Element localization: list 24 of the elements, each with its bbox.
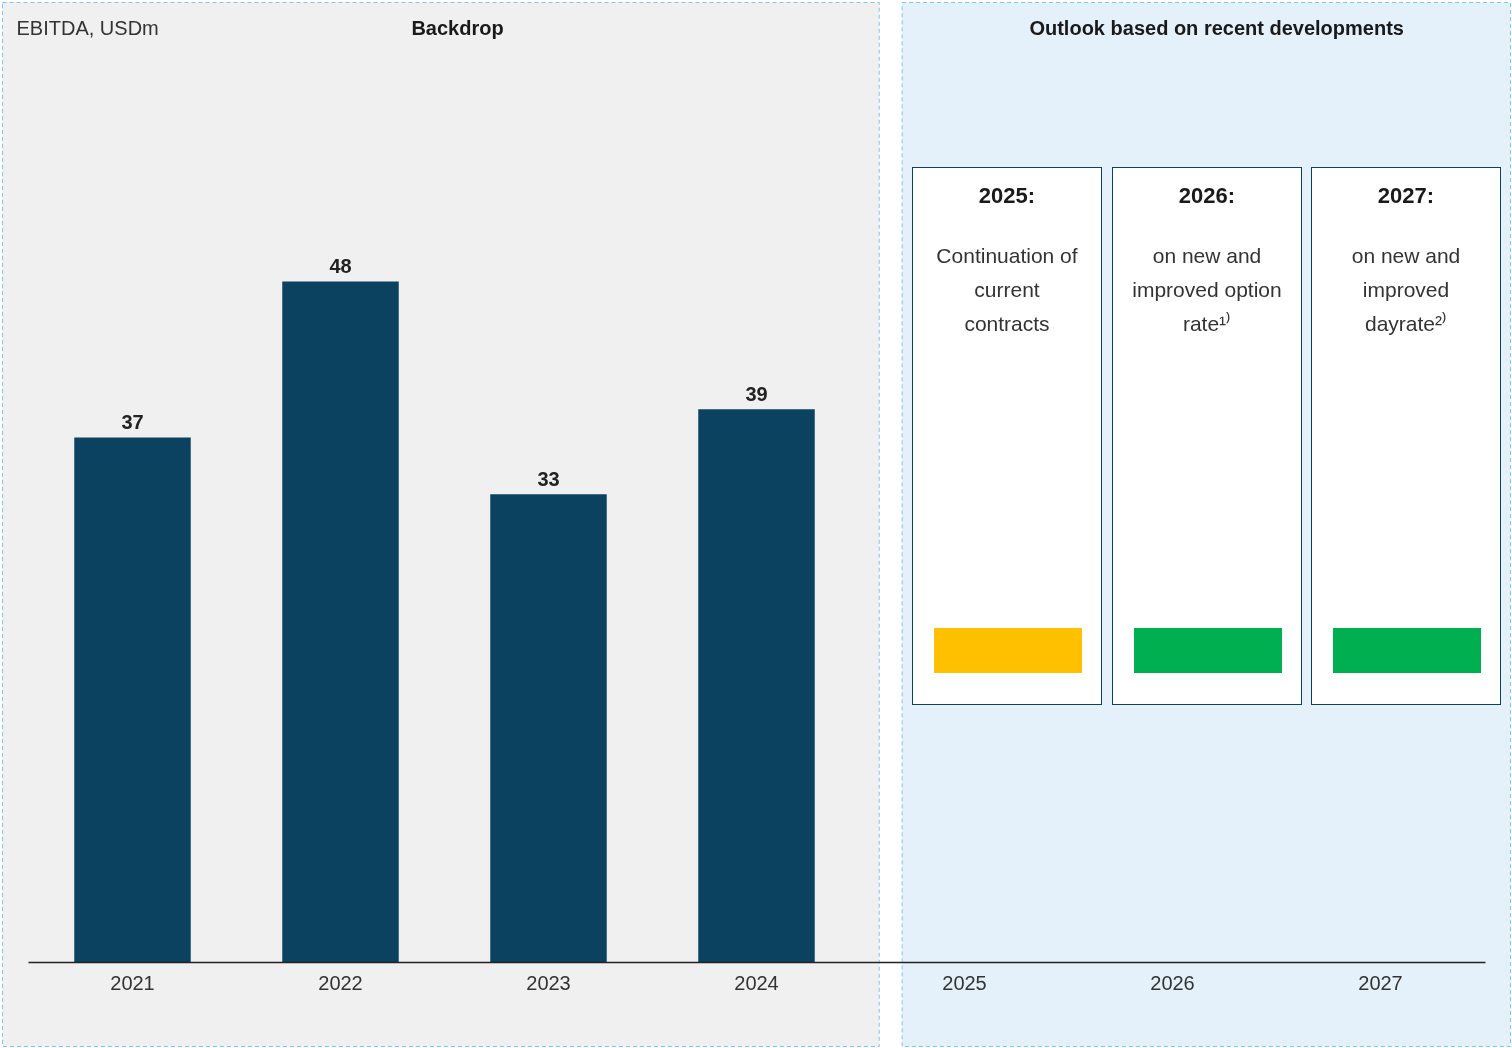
picture-card: 2025: Continuation of current contracts (912, 167, 1102, 705)
bar (698, 409, 815, 963)
x-tick-label: 2024 (734, 971, 779, 994)
data-label: 37 (121, 411, 144, 434)
picture-card: 2027: on new and improved dayrate²⁾ (1311, 167, 1501, 705)
x-tick-label: 2021 (110, 971, 155, 994)
annotation: on new and improved dayrate²⁾ (1350, 243, 1462, 338)
band-label: Outlook based on recent developments (1029, 16, 1404, 39)
bar (282, 281, 399, 963)
band-label: Backdrop (411, 16, 504, 39)
data-label: 39 (745, 382, 768, 405)
x-tick-label: 2023 (526, 971, 571, 994)
bar (74, 437, 191, 963)
picture-card: 2026: on new and improved option rate¹⁾ (1112, 167, 1302, 705)
x-tick-label: 2026 (1150, 971, 1195, 994)
x-tick-label: 2025 (942, 971, 987, 994)
x-tick-label: 2027 (1358, 971, 1403, 994)
x-tick-label: 2022 (318, 971, 363, 994)
text: EBITDA, USDm (16, 16, 159, 39)
bar (490, 494, 607, 963)
annotation: on new and improved option rate¹⁾ (1131, 243, 1283, 338)
data-label: 33 (537, 467, 560, 490)
data-label: 48 (329, 254, 352, 277)
annotation: Continuation of current contracts (935, 243, 1079, 338)
